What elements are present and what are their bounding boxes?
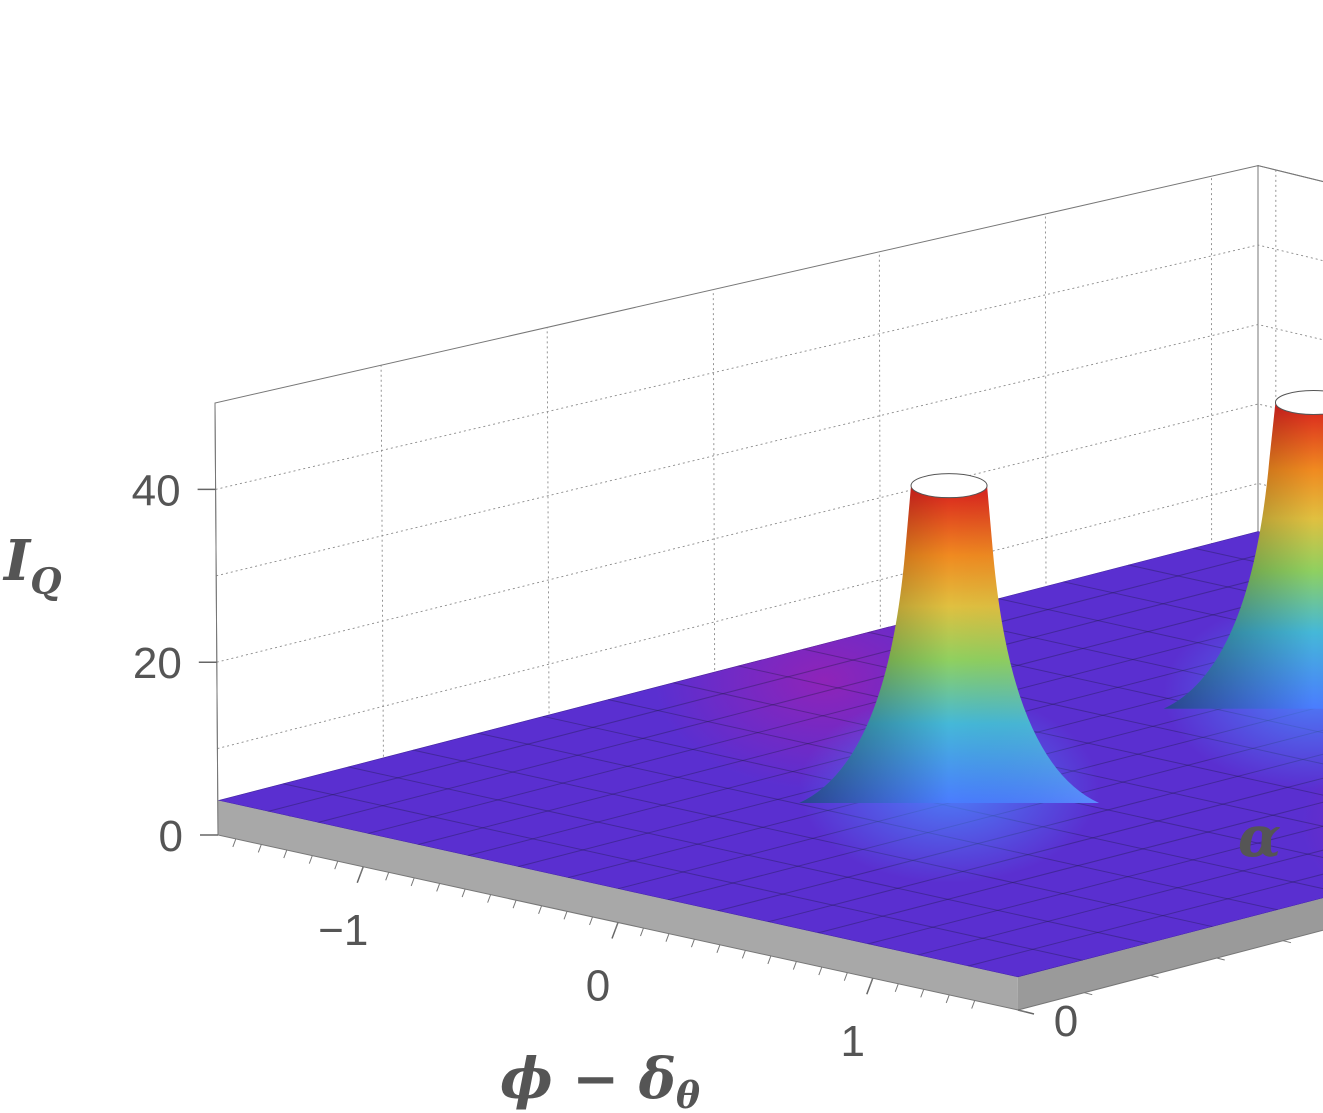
surface [217,390,1323,1010]
y-gridline [878,251,881,662]
right-edge [1017,929,1323,1011]
mesh-line [1062,581,1323,759]
z-tick-label: 40 [132,466,181,515]
x-minor-tick [283,849,288,859]
x-minor-tick [818,966,823,976]
x-minor-tick [385,872,390,881]
x-minor-tick [945,994,950,1004]
y-minor-tick [1017,1009,1027,1013]
x-minor-tick [690,939,695,948]
mesh-line [667,630,1323,901]
y-gridline [546,327,550,749]
mesh-line [317,552,1323,824]
surface-side-front [217,800,1019,1010]
z-gridline [215,244,1323,490]
y-minor-tick [1150,974,1159,978]
x-tick-label: 1 [841,1017,865,1066]
mesh-line [282,783,1083,961]
x-axis-label: ϕ − δθ [500,1046,700,1113]
x-minor-tick [436,883,441,892]
mesh-line [412,749,1213,928]
y-minor-tick [1282,940,1292,944]
mesh-line [617,619,1323,890]
peak-clip-cap [910,473,988,499]
x-minor-tick [665,933,670,942]
x-minor-tick [538,905,543,914]
x-minor-tick [716,944,721,953]
surface-side-right [1017,898,1323,1010]
y-axis-label: α [1238,804,1281,870]
x-minor-tick [563,911,568,920]
y-gridline [1044,213,1047,619]
y-minor-tick [1216,957,1225,961]
peak-tube-shade [1163,402,1323,709]
mesh-line [997,598,1323,776]
mesh-line [267,541,1309,812]
back-wall [1257,164,1323,578]
mesh-line [817,663,1323,934]
mesh-line [737,665,1323,844]
z-axis-label: IQ [2,528,62,603]
z-tick-label: 0 [159,812,183,861]
x-minor-tick [308,855,313,864]
x-minor-tick [894,983,899,992]
mesh-line [867,674,1323,945]
z-gridline [216,324,1323,577]
x-minor-tick [334,861,339,870]
peak-clip-cap [1274,390,1323,415]
x-minor-tick [232,838,237,848]
x-minor-tick [359,866,364,875]
mesh-line [1017,707,1323,978]
x-minor-tick [971,1000,976,1009]
mesh-line [917,685,1323,956]
mesh-line [217,531,1259,801]
x-minor-tick [512,900,517,909]
x-minor-tick [869,978,874,987]
mesh-line [567,608,1323,879]
z-tick-label: 20 [133,639,182,688]
x-minor-tick [461,888,466,898]
x-tick-label: 0 [586,962,610,1011]
x-minor-tick [920,989,925,998]
y-gridline [380,365,385,792]
x-minor-tick [741,950,746,959]
x-minor-tick [614,922,619,931]
y-minor-tick [1084,992,1093,996]
y-tick-label: 0 [1054,997,1078,1046]
x-minor-tick [640,927,644,937]
x-minor-tick [257,844,262,853]
x-minor-tick [792,961,797,970]
x-minor-tick [410,877,415,887]
x-tick-label: −1 [318,906,368,955]
y-gridline [712,289,716,706]
top-back-edge [1257,165,1323,183]
x-minor-tick [767,955,772,965]
x-minor-tick [487,894,492,903]
peak-tube-shade [799,485,1100,804]
mesh-line [347,766,1148,945]
x-minor-tick [589,916,593,926]
mesh-line [932,614,1323,793]
mesh-line [967,696,1323,967]
x-minor-tick [843,972,848,981]
